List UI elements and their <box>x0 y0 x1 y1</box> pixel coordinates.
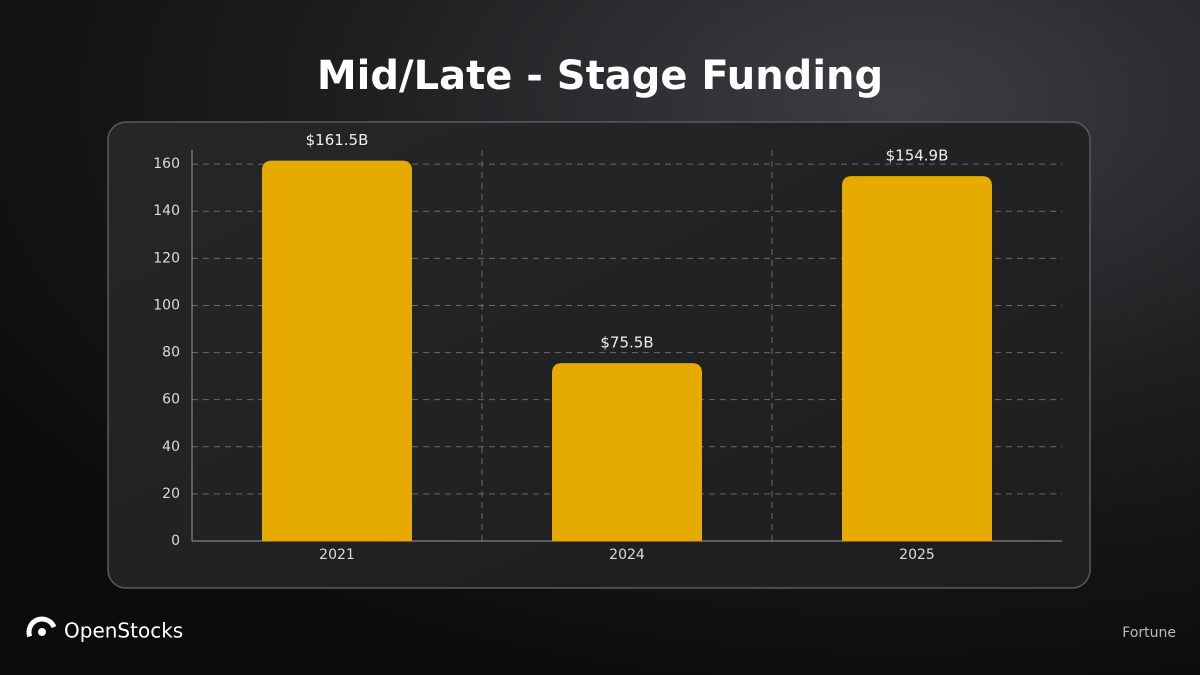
bar <box>262 160 412 541</box>
y-tick-label: 120 <box>153 250 180 266</box>
value-label: $75.5B <box>600 334 653 352</box>
y-tick-label: 140 <box>153 203 180 219</box>
y-tick-label: 20 <box>162 486 180 502</box>
y-tick-label: 100 <box>153 297 180 313</box>
x-tick-label: 2021 <box>319 547 355 563</box>
bar <box>842 176 992 541</box>
value-label: $154.9B <box>886 147 949 165</box>
y-tick-label: 160 <box>153 156 180 172</box>
logo <box>26 616 58 648</box>
bar <box>552 363 702 541</box>
y-tick-label: 0 <box>171 533 180 549</box>
source: Fortune <box>1122 625 1176 641</box>
value-label: $161.5B <box>306 131 369 149</box>
x-tick-label: 2024 <box>609 547 645 563</box>
y-tick-label: 60 <box>162 392 180 408</box>
chart-title: Mid/Late - Stage Funding <box>317 53 883 99</box>
y-tick-label: 40 <box>162 439 180 455</box>
y-tick-label: 80 <box>162 345 180 361</box>
brand-name: OpenStocks <box>64 619 183 643</box>
x-tick-label: 2025 <box>899 547 935 563</box>
